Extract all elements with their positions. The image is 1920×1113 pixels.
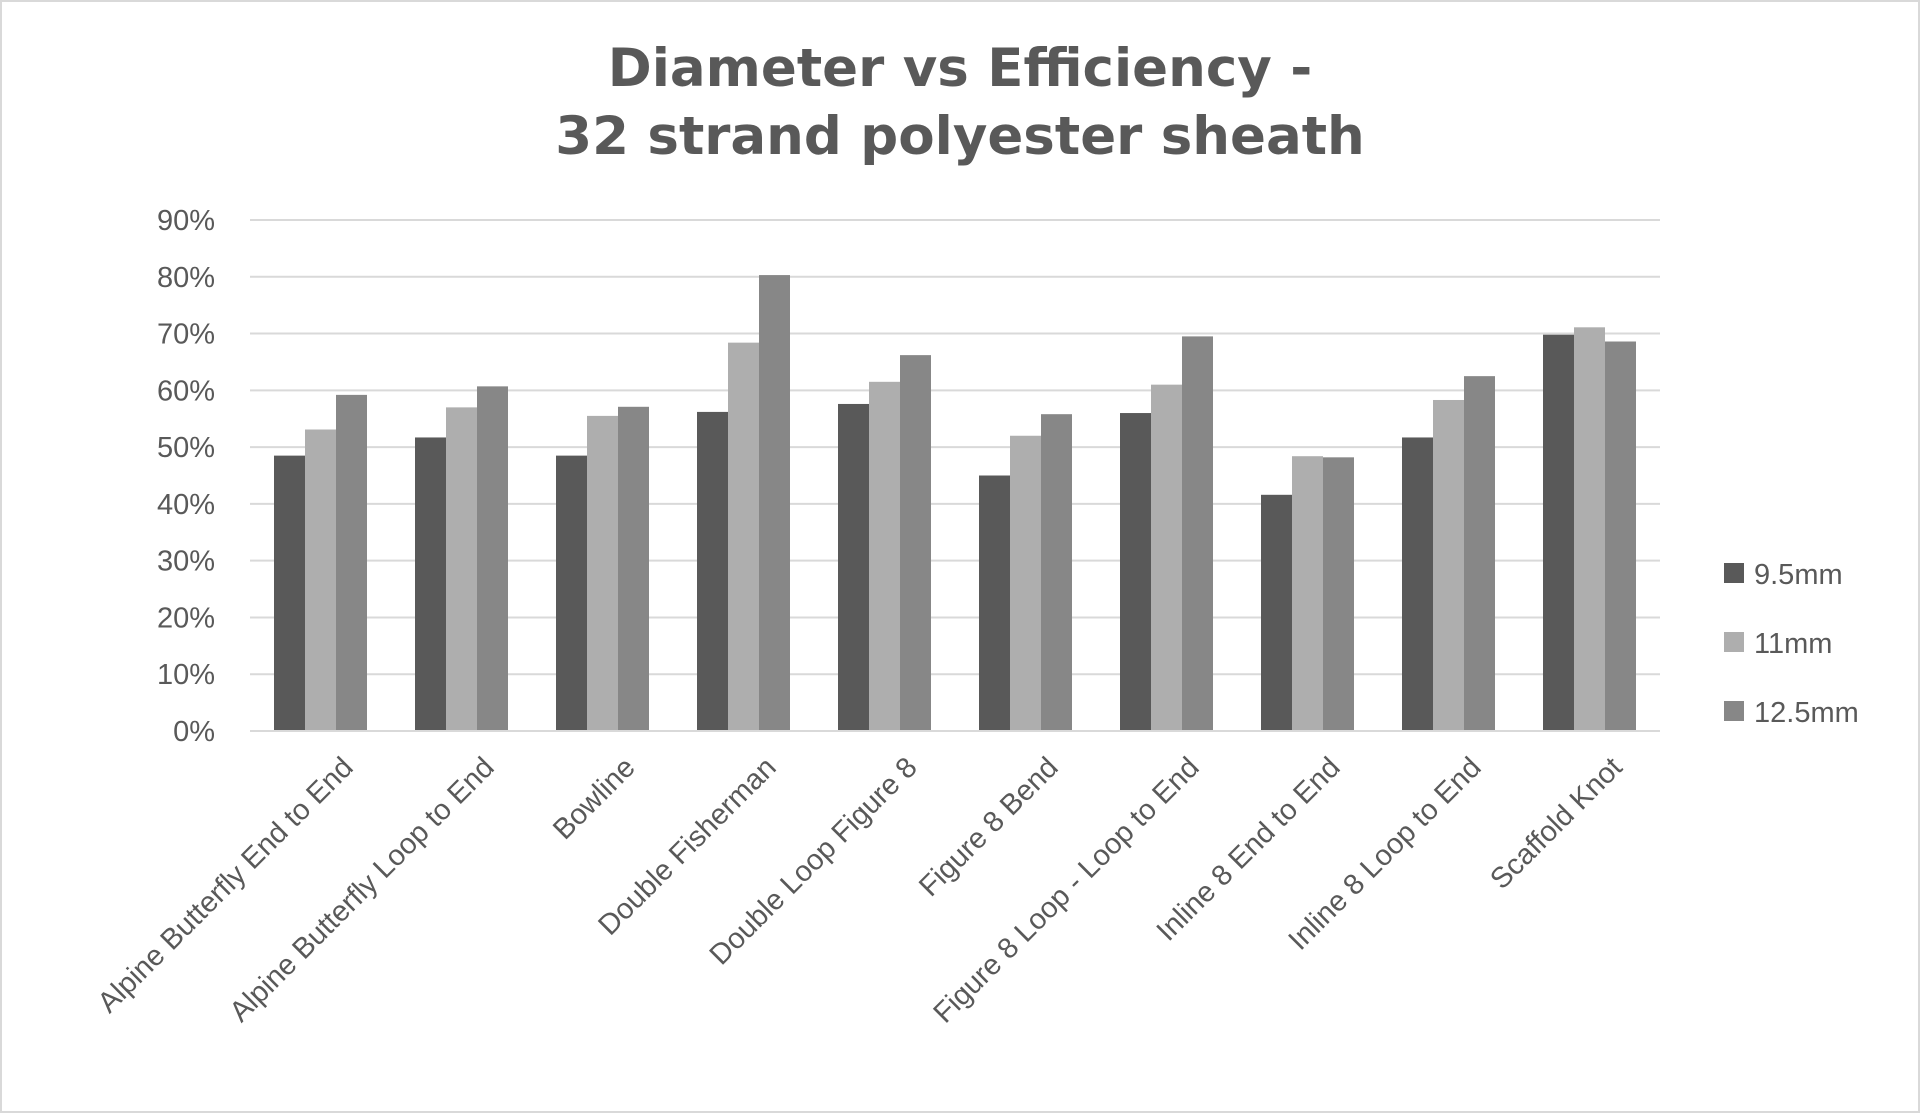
- chart-title: Diameter vs Efficiency - 32 strand polye…: [555, 38, 1365, 167]
- bar-12-5mm-0: [336, 394, 367, 731]
- bar-12-5mm-1: [477, 386, 508, 731]
- bar-12-5mm-8: [1464, 376, 1495, 731]
- x-category-label: Scaffold Knot: [1484, 751, 1628, 895]
- bar-12-5mm-2: [618, 406, 649, 731]
- y-tick-label: 70%: [157, 319, 215, 351]
- bar-11mm-7: [1292, 456, 1323, 731]
- bar-11mm-3: [728, 342, 759, 731]
- bar-9-5mm-2: [556, 455, 587, 731]
- bar-12-5mm-4: [900, 355, 931, 731]
- bar-12-5mm-3: [759, 275, 790, 731]
- legend-label: 12.5mm: [1754, 697, 1859, 729]
- bars: [274, 275, 1636, 731]
- y-tick-label: 10%: [157, 659, 215, 691]
- bar-9-5mm-6: [1120, 413, 1151, 731]
- bar-12-5mm-9: [1605, 341, 1636, 731]
- legend-swatch: [1724, 563, 1744, 583]
- legend-swatch: [1724, 632, 1744, 652]
- y-tick-label: 60%: [157, 375, 215, 407]
- legend-label: 9.5mm: [1754, 559, 1843, 591]
- bar-11mm-4: [869, 381, 900, 731]
- bar-9-5mm-0: [274, 455, 305, 731]
- x-category-label: Alpine Butterfly End to End: [92, 751, 360, 1019]
- bar-9-5mm-9: [1543, 334, 1574, 731]
- x-category-label: Figure 8 Bend: [913, 751, 1064, 902]
- bar-11mm-6: [1151, 384, 1182, 731]
- y-tick-label: 80%: [157, 262, 215, 294]
- bar-9-5mm-4: [838, 403, 869, 731]
- bar-9-5mm-3: [697, 411, 728, 731]
- bar-9-5mm-7: [1261, 494, 1292, 731]
- y-axis-ticks: 0% 10% 20% 30% 40% 50% 60% 70% 80% 90%: [157, 205, 215, 748]
- x-category-label: Alpine Butterfly Loop to End: [224, 751, 501, 1028]
- bar-11mm-5: [1010, 435, 1041, 731]
- y-tick-label: 0%: [173, 716, 215, 748]
- y-tick-label: 40%: [157, 489, 215, 521]
- bar-9-5mm-8: [1402, 437, 1433, 731]
- bar-11mm-2: [587, 415, 618, 731]
- bar-11mm-1: [446, 407, 477, 731]
- bar-11mm-0: [305, 429, 336, 731]
- bar-9-5mm-5: [979, 475, 1010, 731]
- y-tick-label: 50%: [157, 432, 215, 464]
- bar-12-5mm-7: [1323, 457, 1354, 731]
- bar-11mm-8: [1433, 399, 1464, 731]
- chart-title-line-2: 32 strand polyester sheath: [555, 106, 1365, 167]
- bar-12-5mm-5: [1041, 414, 1072, 731]
- y-tick-label: 20%: [157, 602, 215, 634]
- legend-label: 11mm: [1754, 628, 1832, 660]
- legend-swatch: [1724, 701, 1744, 721]
- y-tick-label: 30%: [157, 546, 215, 578]
- y-tick-label: 90%: [157, 205, 215, 237]
- legend: 9.5mm 11mm 12.5mm: [1724, 559, 1859, 729]
- x-category-label: Figure 8 Loop - Loop to End: [928, 751, 1206, 1029]
- x-category-label: Bowline: [547, 751, 641, 845]
- chart-title-line-1: Diameter vs Efficiency -: [608, 38, 1313, 99]
- bar-9-5mm-1: [415, 437, 446, 731]
- bar-11mm-9: [1574, 327, 1605, 731]
- bar-12-5mm-6: [1182, 336, 1213, 731]
